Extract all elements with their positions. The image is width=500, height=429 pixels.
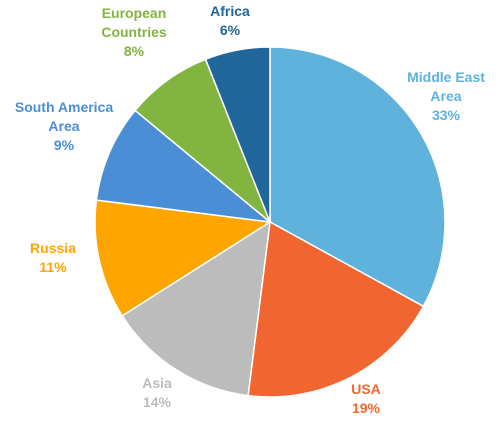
slice-category-label: Area [48, 118, 79, 134]
pie-slice-usa [247, 220, 425, 398]
slice-category-label: South America [15, 99, 113, 115]
slice-category-label: Russia [30, 240, 76, 256]
slice-label-africa: Africa 6% [210, 3, 250, 38]
slice-category-label: European [102, 5, 167, 21]
slice-label-south-america-area: South America Area 9% [15, 99, 113, 153]
slice-category-label: Asia [142, 375, 172, 391]
slice-percent-label: 11% [39, 259, 67, 275]
slice-category-label: Middle East [407, 69, 485, 85]
pie-slice-africa [204, 46, 271, 223]
slice-category-label: Countries [101, 24, 167, 40]
slice-category-label: Africa [210, 3, 250, 19]
pie-slice-russia [94, 199, 273, 317]
pie-slice-south-america-area [95, 109, 273, 224]
slice-percent-label: 14% [143, 394, 172, 410]
slice-label-russia: Russia 11% [30, 240, 76, 275]
pie-slice-asia [121, 220, 271, 397]
pie-labels: Middle East Area 33% USA 19% Asia 14% Russia 11%… [15, 3, 485, 416]
slice-category-label: USA [351, 381, 381, 397]
slice-percent-label: 6% [220, 22, 241, 38]
pie-slices [94, 46, 446, 398]
slice-percent-label: 8% [124, 43, 145, 59]
slice-label-middle-east-area: Middle East Area 33% [407, 69, 485, 123]
slice-category-label: Area [430, 88, 461, 104]
slice-label-european-countries: European Countries 8% [101, 5, 167, 59]
slice-percent-label: 9% [54, 137, 75, 153]
slice-percent-label: 33% [432, 107, 461, 123]
slice-percent-label: 19% [352, 400, 381, 416]
slice-label-usa: USA 19% [351, 381, 381, 416]
pie-slice-middle-east-area [269, 46, 446, 308]
slice-label-asia: Asia 14% [142, 375, 172, 410]
